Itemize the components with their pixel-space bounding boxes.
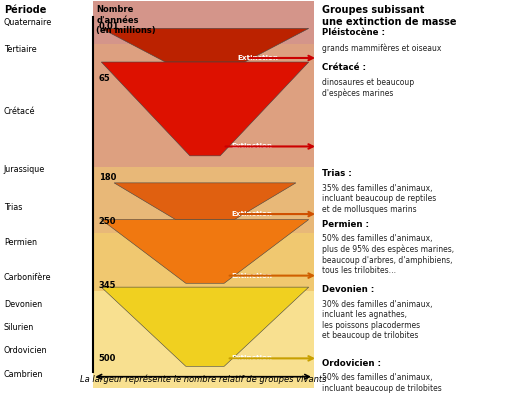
Text: 0,01: 0,01 [99, 22, 119, 31]
Text: Crétacé: Crétacé [4, 107, 36, 116]
Text: Permien: Permien [4, 238, 37, 247]
Text: Extinction: Extinction [232, 355, 273, 361]
Text: Quaternaire: Quaternaire [4, 18, 52, 27]
Text: 30% des familles d'animaux,
incluant les agnathes,
les poissons placodermes
et b: 30% des familles d'animaux, incluant les… [321, 300, 432, 340]
Text: Cambrien: Cambrien [4, 370, 43, 378]
Text: Devonien: Devonien [4, 300, 42, 309]
Text: Carbonifère: Carbonifère [4, 273, 52, 282]
Text: Extinction: Extinction [232, 211, 273, 217]
Text: Pléistocène :: Pléistocène : [321, 29, 385, 37]
Text: Période: Période [4, 5, 46, 15]
Text: La largeur représente le nombre relatif de groupes vivants: La largeur représente le nombre relatif … [80, 374, 327, 384]
Text: 180: 180 [99, 173, 116, 181]
Text: 500: 500 [99, 354, 116, 363]
Text: Crétacé :: Crétacé : [321, 63, 366, 72]
Text: Silurien: Silurien [4, 323, 34, 332]
FancyBboxPatch shape [93, 233, 314, 291]
FancyBboxPatch shape [93, 168, 314, 233]
Text: Trias :: Trias : [321, 170, 351, 178]
Polygon shape [101, 62, 308, 156]
Text: grands mammifères et oiseaux: grands mammifères et oiseaux [321, 43, 441, 52]
Text: Jurassique: Jurassique [4, 165, 45, 174]
Text: Ordovicien :: Ordovicien : [321, 358, 381, 368]
Text: Extinction: Extinction [237, 55, 278, 61]
Polygon shape [114, 183, 296, 220]
Polygon shape [101, 29, 308, 62]
Text: Extinction: Extinction [232, 273, 273, 279]
Text: 50% des familles d'animaux,
plus de 95% des espèces marines,
beaucoup d'arbres, : 50% des familles d'animaux, plus de 95% … [321, 234, 454, 275]
Text: Tertiaire: Tertiaire [4, 45, 37, 54]
Polygon shape [101, 287, 308, 366]
Text: dinosaures et beaucoup
d'espèces marines: dinosaures et beaucoup d'espèces marines [321, 78, 414, 98]
Text: Nombre
d'années
(en millions): Nombre d'années (en millions) [96, 5, 156, 35]
Polygon shape [101, 220, 308, 283]
Text: 35% des familles d'animaux,
incluant beaucoup de reptiles
et de mollusques marin: 35% des familles d'animaux, incluant bea… [321, 184, 436, 214]
Text: 50% des familles d'animaux,
incluant beaucoup de trilobites: 50% des familles d'animaux, incluant bea… [321, 373, 441, 393]
Text: Trias: Trias [4, 204, 22, 212]
Text: Extinction: Extinction [232, 143, 273, 149]
Text: Ordovicien: Ordovicien [4, 346, 47, 355]
Text: 345: 345 [99, 281, 116, 290]
FancyBboxPatch shape [93, 44, 314, 168]
FancyBboxPatch shape [93, 1, 314, 44]
FancyBboxPatch shape [93, 291, 314, 387]
Text: 65: 65 [99, 74, 110, 83]
Text: Permien :: Permien : [321, 220, 369, 229]
Text: 250: 250 [99, 217, 116, 226]
Text: Devonien :: Devonien : [321, 285, 374, 294]
Text: Groupes subissant
une extinction de masse: Groupes subissant une extinction de mass… [321, 5, 456, 27]
